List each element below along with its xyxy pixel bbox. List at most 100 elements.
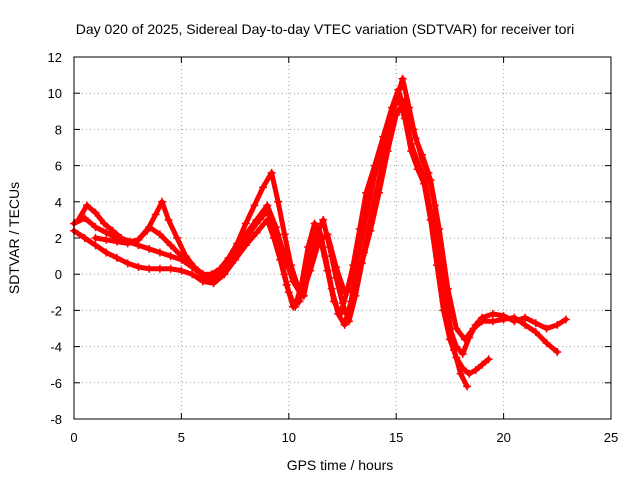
data-point — [426, 215, 435, 224]
data-point — [531, 319, 540, 328]
data-point — [74, 215, 83, 224]
data-point — [297, 291, 306, 300]
y-tick-label: 8 — [55, 122, 62, 137]
data-point — [460, 335, 469, 344]
data-point — [250, 201, 259, 210]
data-point — [521, 320, 530, 329]
data-point — [338, 299, 347, 308]
data-point — [542, 324, 551, 333]
data-point — [166, 241, 175, 250]
y-tick-label: 2 — [55, 231, 62, 246]
data-point — [145, 223, 154, 232]
data-point — [289, 277, 298, 286]
data-point — [435, 224, 444, 233]
data-point — [102, 228, 111, 237]
data-point — [458, 349, 467, 358]
y-tick-label: 6 — [55, 159, 62, 174]
data-point — [450, 346, 459, 355]
data-point — [312, 230, 321, 239]
data-point — [220, 262, 229, 271]
data-point — [177, 266, 186, 275]
x-tick-label: 25 — [604, 430, 618, 445]
data-point — [166, 252, 175, 261]
data-point — [151, 210, 160, 219]
data-point — [407, 147, 416, 156]
data-point — [383, 147, 392, 156]
data-point — [542, 338, 551, 347]
data-point — [478, 317, 487, 326]
data-point — [241, 219, 250, 228]
data-point — [561, 315, 570, 324]
data-point — [417, 154, 426, 163]
data-point — [452, 324, 461, 333]
data-point — [400, 114, 409, 123]
data-point — [91, 223, 100, 232]
data-point — [82, 201, 91, 210]
data-point — [409, 125, 418, 134]
data-point — [155, 230, 164, 239]
x-axis-label: GPS time / hours — [287, 457, 394, 473]
data-point — [323, 230, 332, 239]
data-point — [420, 179, 429, 188]
data-point — [259, 183, 268, 192]
data-point — [145, 264, 154, 273]
data-point — [463, 382, 472, 391]
data-point — [263, 215, 272, 224]
grid-lines — [74, 57, 611, 419]
data-point — [488, 310, 497, 319]
x-tick-label: 10 — [282, 430, 296, 445]
data-point — [366, 226, 375, 235]
data-point — [314, 237, 323, 246]
data-point — [426, 176, 435, 185]
y-axis-label: SDTVAR / TECUs — [6, 182, 22, 294]
data-point — [177, 252, 186, 261]
data-point — [392, 96, 401, 105]
data-point — [108, 226, 117, 235]
plot-frame — [73, 56, 612, 420]
data-point — [252, 228, 261, 237]
y-tick-label: 4 — [55, 195, 62, 210]
x-tick-label: 20 — [496, 430, 510, 445]
data-point — [344, 317, 353, 326]
data-point — [327, 284, 336, 293]
data-point — [553, 348, 562, 357]
data-point — [443, 284, 452, 293]
data-point — [351, 291, 360, 300]
data-point — [398, 74, 407, 83]
data-point — [198, 272, 207, 281]
data-point — [231, 246, 240, 255]
data-point — [267, 168, 276, 177]
data-point — [433, 261, 442, 270]
data-point — [188, 270, 197, 279]
data-point — [370, 170, 379, 179]
data-point — [471, 366, 480, 375]
data-point — [400, 96, 409, 105]
data-point — [123, 259, 132, 268]
data-point — [209, 275, 218, 284]
y-tick-label: -8 — [50, 412, 62, 427]
data-point — [220, 270, 229, 279]
data-point — [465, 369, 474, 378]
series-line-track-2 — [71, 94, 492, 377]
data-point — [334, 310, 343, 319]
data-point — [306, 266, 315, 275]
data-point — [155, 248, 164, 257]
data-point — [241, 230, 250, 239]
data-point — [123, 239, 132, 248]
data-point — [231, 255, 240, 264]
data-point — [456, 369, 465, 378]
data-point — [280, 230, 289, 239]
data-point — [271, 223, 280, 232]
data-point — [469, 324, 478, 333]
x-tick-label: 15 — [389, 430, 403, 445]
data-point — [188, 262, 197, 271]
data-point — [488, 317, 497, 326]
data-point — [521, 313, 530, 322]
data-point — [340, 288, 349, 297]
data-point — [164, 215, 173, 224]
data-point — [280, 252, 289, 261]
data-point — [319, 215, 328, 224]
data-point — [357, 259, 366, 268]
data-point — [269, 234, 278, 242]
